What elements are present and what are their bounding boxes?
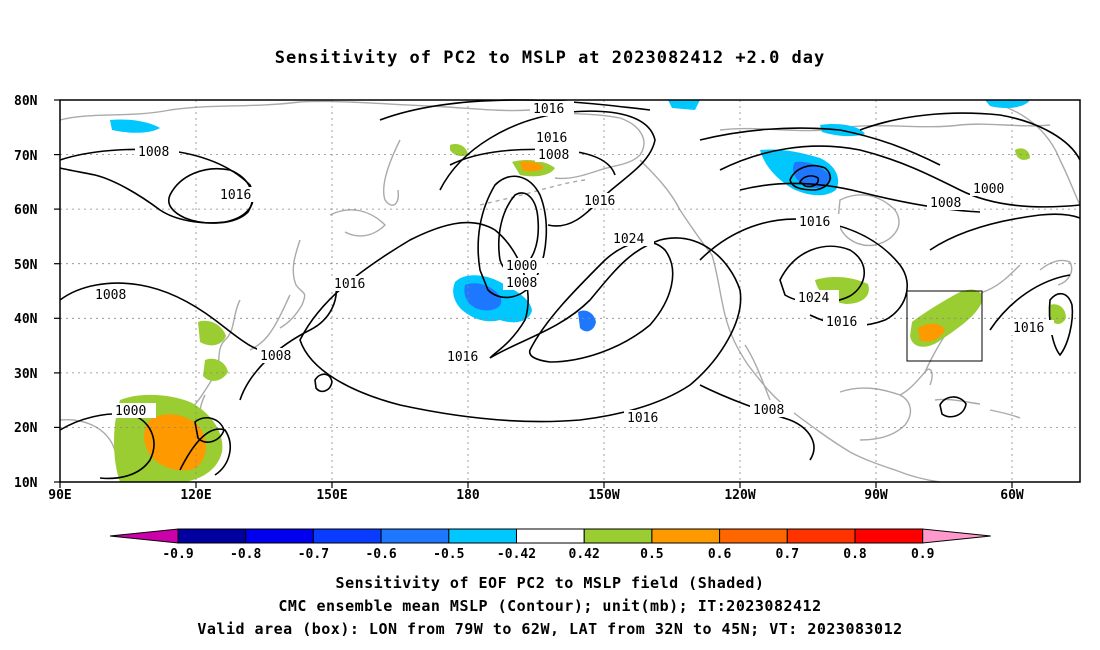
lat-label: 60N bbox=[14, 203, 38, 218]
valid-area-box bbox=[906, 290, 983, 362]
colorbar-tick-label: -0.42 bbox=[497, 547, 536, 562]
colorbar-tick-label: 0.8 bbox=[843, 547, 867, 562]
shade-pos-china bbox=[198, 320, 226, 346]
shade-neg-core bbox=[464, 283, 502, 311]
contour-label: 1000 bbox=[115, 404, 146, 419]
contour-label: 1016 bbox=[1013, 321, 1044, 336]
lat-label: 10N bbox=[14, 476, 38, 491]
colorbar-swatch bbox=[312, 528, 382, 544]
graticule bbox=[60, 100, 1080, 482]
colorbar-swatch bbox=[177, 528, 247, 544]
axis-ticks bbox=[54, 99, 1013, 488]
shade-neg-greenland bbox=[985, 100, 1030, 108]
contour-label: 1016 bbox=[536, 131, 567, 146]
shade-pos-us-east-core bbox=[918, 323, 945, 342]
colorbar-high-triangle bbox=[922, 528, 991, 544]
contour-label: 1008 bbox=[753, 403, 784, 418]
lat-label: 30N bbox=[14, 367, 38, 382]
shade-neg-midpacific bbox=[578, 310, 596, 332]
colorbar-tick-label: 0.5 bbox=[640, 547, 663, 562]
colorbar-tick-label: -0.7 bbox=[298, 547, 329, 562]
lon-label: 150E bbox=[316, 488, 347, 503]
colorbar-low-triangle bbox=[109, 528, 179, 544]
lon-label: 60W bbox=[1000, 488, 1024, 503]
contour-label: 1016 bbox=[447, 350, 478, 365]
colorbar-swatch bbox=[516, 528, 585, 544]
colorbar-swatch bbox=[786, 528, 856, 544]
contour-label: 1000 bbox=[973, 182, 1004, 197]
contour-label: 1016 bbox=[533, 102, 564, 117]
colorbar-tick-label: 0.6 bbox=[708, 547, 732, 562]
lat-label: 80N bbox=[14, 94, 38, 109]
contour-label: 1008 bbox=[138, 145, 169, 160]
shade-pos-scs-core bbox=[144, 414, 207, 471]
contour-label: 1016 bbox=[334, 277, 365, 292]
contour-label: 1024 bbox=[613, 232, 644, 247]
lon-label: 120W bbox=[724, 488, 755, 503]
colorbar-swatch bbox=[719, 528, 788, 544]
lat-label: 40N bbox=[14, 312, 38, 327]
colorbar: -0.9 -0.8 -0.7 -0.6 -0.5 -0.42 0.42 0.5 0.6 0.7 0.… bbox=[109, 528, 991, 562]
colorbar-swatch bbox=[448, 528, 517, 544]
contour-label: 1024 bbox=[798, 291, 829, 306]
contour-label: 1016 bbox=[826, 315, 857, 330]
shade-pos-siberia-green bbox=[450, 144, 468, 157]
contour-label-group: 1016 1016 1008 1008 1016 1016 1024 1000 … bbox=[92, 101, 1054, 426]
colorbar-tick-label: 0.7 bbox=[776, 547, 799, 562]
shade-pos-china-2 bbox=[203, 358, 228, 381]
lon-label: 90W bbox=[864, 488, 888, 503]
contour-label: 1008 bbox=[930, 196, 961, 211]
longitude-labels: 90E 120E 150E 180 150W 120W 90W 60W bbox=[48, 488, 1024, 503]
colorbar-tick-label: 0.42 bbox=[569, 547, 600, 562]
colorbar-swatch bbox=[583, 528, 653, 544]
lat-label: 70N bbox=[14, 149, 38, 164]
contour-label: 1016 bbox=[220, 188, 251, 203]
contour-label: 1016 bbox=[627, 411, 658, 426]
contour-label: 1016 bbox=[584, 194, 615, 209]
caption-line-3: Valid area (box): LON from 79W to 62W, L… bbox=[197, 620, 903, 638]
colorbar-swatch bbox=[651, 528, 721, 544]
contour-label: 1008 bbox=[260, 349, 291, 364]
shade-neg-arctic bbox=[668, 100, 700, 110]
shade-pos-greenland-green bbox=[1015, 148, 1030, 160]
lon-label: 150W bbox=[588, 488, 619, 503]
contour-label: 1000 bbox=[506, 259, 537, 274]
shade-pos-atlantic bbox=[1050, 304, 1066, 324]
colorbar-tick-label: -0.8 bbox=[230, 547, 261, 562]
map-frame bbox=[59, 99, 1081, 483]
lon-label: 180 bbox=[456, 488, 480, 503]
colorbar-tick-label: -0.6 bbox=[365, 547, 396, 562]
contour-label: 1008 bbox=[538, 148, 569, 163]
map-title: Sensitivity of PC2 to MSLP at 2023082412… bbox=[274, 48, 826, 68]
contour-label: 1008 bbox=[95, 288, 126, 303]
shade-pos-bering-core bbox=[520, 161, 544, 172]
lon-label: 90E bbox=[48, 488, 71, 503]
colorbar-swatch bbox=[245, 528, 314, 544]
colorbar-tick-label: -0.5 bbox=[433, 547, 464, 562]
contour-label: 1016 bbox=[799, 215, 830, 230]
latitude-labels: 80N 70N 60N 50N 40N 30N 20N 10N bbox=[14, 94, 38, 491]
caption-line-1: Sensitivity of EOF PC2 to MSLP field (Sh… bbox=[335, 574, 765, 592]
colorbar-tick-label: -0.9 bbox=[162, 547, 193, 562]
caption-line-2: CMC ensemble mean MSLP (Contour); unit(m… bbox=[278, 597, 822, 615]
shade-neg-siberia bbox=[110, 119, 160, 133]
lon-label: 120E bbox=[180, 488, 211, 503]
colorbar-tick-label: 0.9 bbox=[911, 547, 934, 562]
contour-label: 1008 bbox=[506, 276, 537, 291]
lat-label: 50N bbox=[14, 258, 38, 273]
colorbar-swatch bbox=[854, 528, 924, 544]
lat-label: 20N bbox=[14, 421, 38, 436]
colorbar-swatch bbox=[380, 528, 450, 544]
